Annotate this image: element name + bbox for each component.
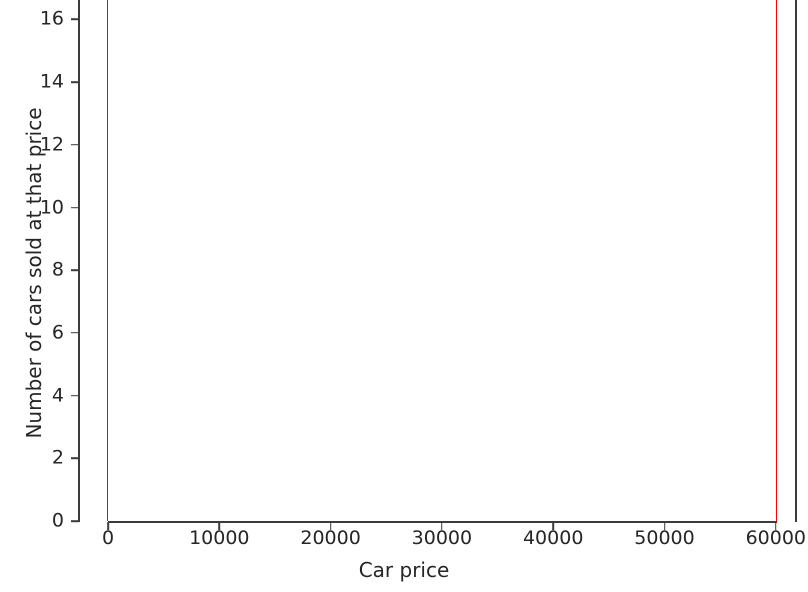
x-tick-mark: [441, 522, 443, 530]
x-tick-label: 60000: [745, 527, 807, 549]
x-tick-mark: [663, 522, 666, 530]
axis-spine-left: [78, 0, 80, 522]
x-tick-label: 10000: [189, 527, 250, 549]
axes-background: [108, 0, 776, 521]
y-tick-mark: [71, 81, 79, 83]
x-tick-mark: [775, 522, 777, 530]
y-tick-mark: [71, 144, 79, 146]
x-tick-label: 20000: [300, 527, 361, 549]
x-tick-mark: [107, 522, 109, 530]
axis-spine-right: [795, 0, 797, 522]
y-tick-label: 0: [51, 509, 64, 532]
y-tick-label: 14: [39, 70, 64, 93]
x-tick-mark: [552, 522, 554, 530]
x-tick-label: 30000: [411, 527, 473, 549]
y-tick-mark: [71, 18, 79, 21]
y-tick-mark: [71, 206, 79, 209]
x-tick-label: 0: [101, 527, 115, 549]
x-axis-label: Car price: [358, 558, 450, 582]
y-tick-mark: [71, 394, 79, 397]
y-tick-label: 6: [51, 321, 64, 344]
y-tick-label: 8: [51, 258, 64, 281]
x-tick-label: 40000: [522, 527, 584, 549]
axis-spine-bottom: [108, 521, 777, 523]
y-tick-label: 4: [51, 384, 64, 407]
y-tick-mark: [71, 332, 79, 334]
y-tick-mark: [71, 457, 79, 460]
x-tick-label: 50000: [634, 527, 695, 549]
y-tick-label: 10: [39, 196, 64, 218]
y-tick-mark: [71, 269, 79, 271]
x-tick-mark: [329, 522, 332, 530]
y-tick-mark: [71, 520, 79, 522]
y-tick-label: 2: [51, 446, 64, 469]
y-tick-label: 16: [39, 7, 64, 30]
y-tick-label: 12: [39, 133, 64, 156]
x-tick-mark: [218, 522, 221, 530]
